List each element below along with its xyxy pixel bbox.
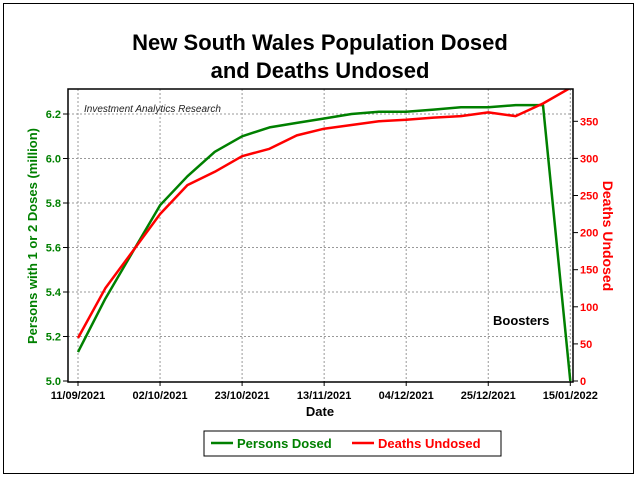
y-right-tick-label: 300: [580, 153, 598, 165]
y-left-tick-label: 5.8: [46, 198, 61, 210]
plot-area-border: [67, 88, 574, 383]
chart-frame: [3, 3, 634, 474]
x-tick-label: 23/10/2021: [215, 390, 270, 402]
y-left-tick-label: 5.0: [46, 376, 61, 388]
y-right-tick-label: 150: [580, 265, 598, 277]
x-axis-label: Date: [306, 404, 334, 419]
watermark: Investment Analytics Research: [84, 104, 221, 115]
y-right-tick-label: 50: [580, 339, 592, 351]
series-line-persons-dosed: [76, 103, 572, 382]
y-right-tick-label: 0: [580, 376, 586, 388]
y-right-tick-label: 100: [580, 302, 598, 314]
x-tick-label: 15/01/2022: [543, 390, 598, 402]
series-line-deaths-undosed: [76, 89, 571, 339]
legend-label-deaths-undosed: Deaths Undosed: [378, 436, 481, 451]
y-axis-right-label: Deaths Undosed: [600, 181, 616, 291]
y-left-tick-label: 5.4: [46, 287, 62, 299]
grid: [68, 89, 573, 381]
y-left-tick-label: 6.0: [46, 154, 61, 166]
y-left-tick-label: 6.2: [46, 109, 61, 121]
x-tick-label: 13/11/2021: [297, 390, 351, 402]
y-right-tick-label: 200: [580, 228, 598, 240]
x-tick-label: 11/09/2021: [51, 390, 105, 402]
x-tick-label: 02/10/2021: [133, 390, 188, 402]
legend-label-persons-dosed: Persons Dosed: [237, 436, 332, 451]
y-right-tick-label: 350: [580, 116, 598, 128]
chart-title-line2: and Deaths Undosed: [211, 58, 430, 83]
chart-title-line1: New South Wales Population Dosed: [132, 30, 508, 55]
x-tick-label: 25/12/2021: [461, 390, 516, 402]
y-left-tick-label: 5.2: [46, 332, 61, 344]
y-left-tick-label: 5.6: [46, 243, 61, 255]
y-right-tick-label: 250: [580, 191, 598, 203]
legend: Persons Dosed Deaths Undosed: [203, 430, 502, 457]
y-axis-left-label: Persons with 1 or 2 Doses (million): [25, 128, 40, 344]
boosters-annotation: Boosters: [493, 313, 549, 328]
x-tick-label: 04/12/2021: [379, 390, 434, 402]
